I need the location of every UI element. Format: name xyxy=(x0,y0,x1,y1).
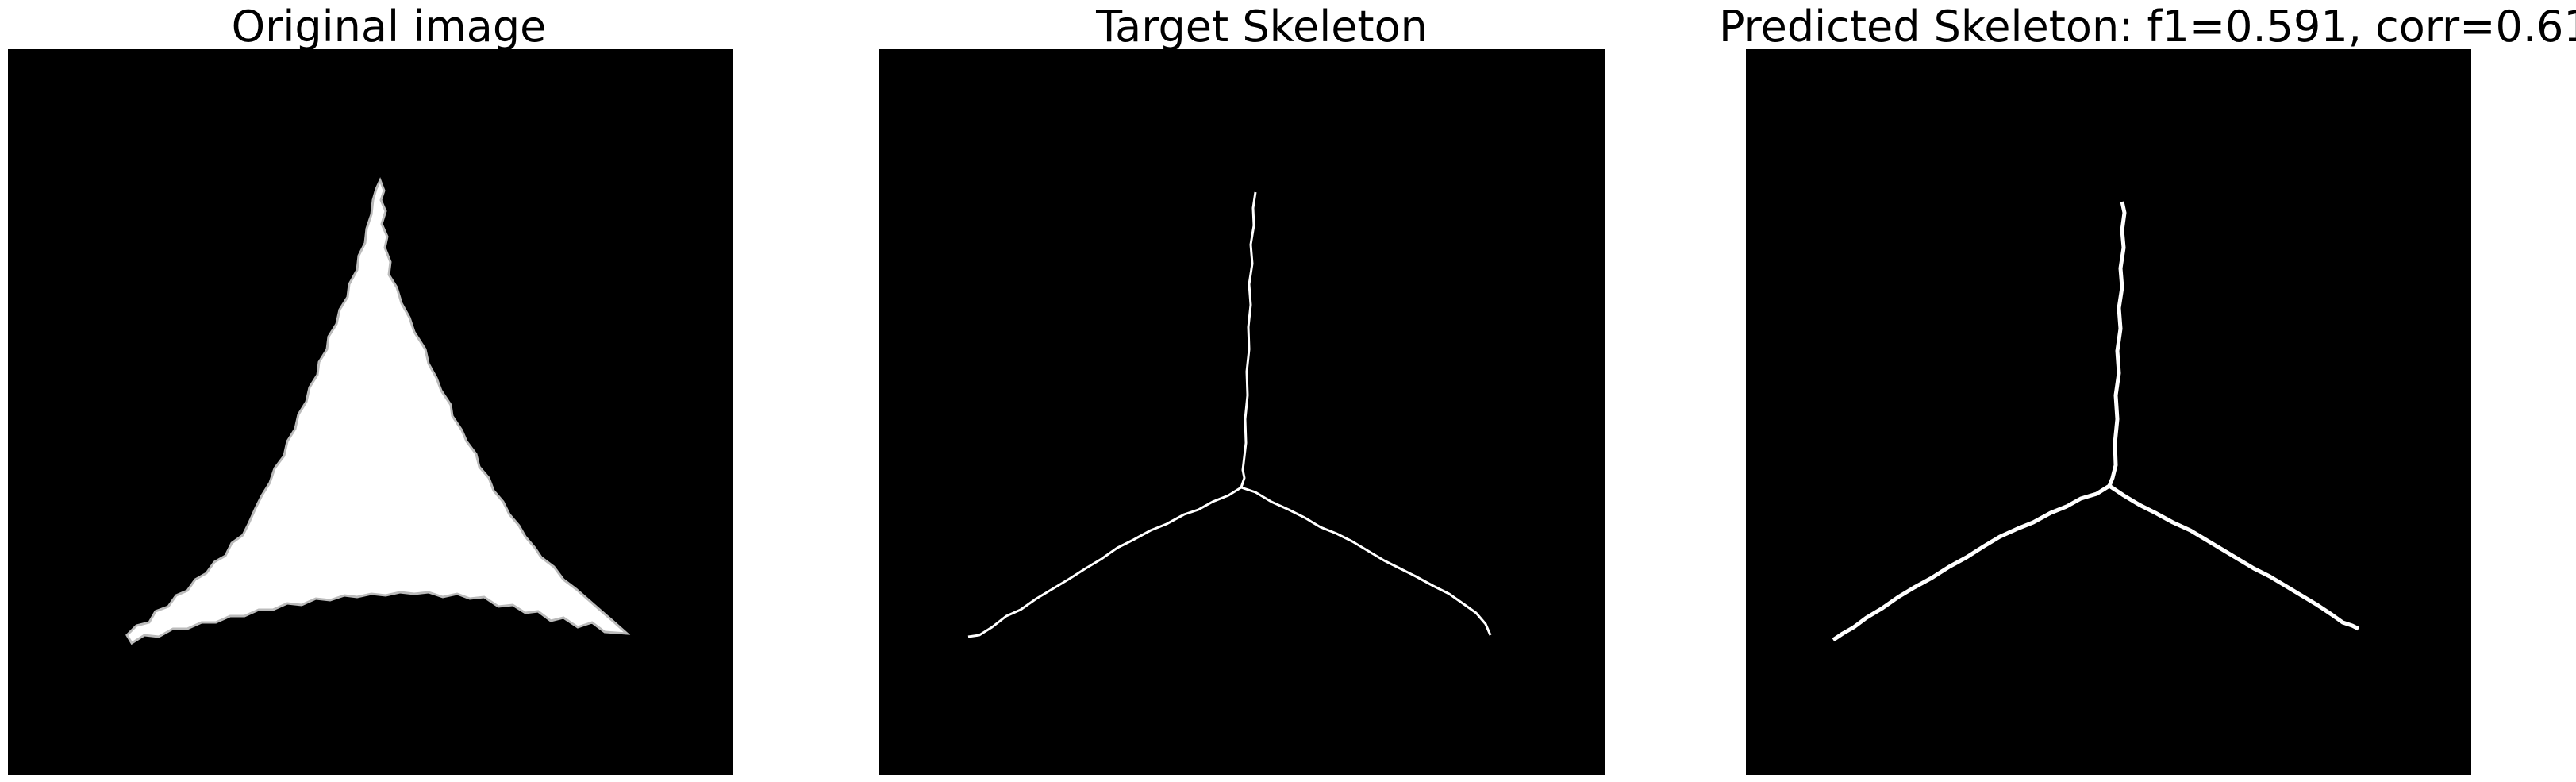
target-skeleton-canvas xyxy=(879,49,1605,775)
target-skeleton-panel: Target Skeleton xyxy=(873,0,1651,782)
predicted-skeleton-panel: Predicted Skeleton: f1=0.591, corr=0.619 xyxy=(1719,0,2576,782)
predicted-skeleton-title: Predicted Skeleton: f1=0.591, corr=0.619 xyxy=(1719,2,2576,52)
predicted-skeleton-right-branch xyxy=(2108,483,2360,631)
target-skeleton-right-branch xyxy=(1240,486,1492,636)
original-image-panel: Original image xyxy=(0,0,778,782)
predicted-skeleton-image xyxy=(1746,49,2471,775)
target-skeleton-left-branch xyxy=(967,486,1242,638)
target-skeleton-image xyxy=(879,49,1605,775)
triangle-blob-shape xyxy=(125,177,631,645)
target-skeleton-top-branch xyxy=(1240,191,1257,488)
predicted-skeleton-top-branch xyxy=(2107,201,2127,487)
predicted-skeleton-canvas xyxy=(1746,49,2471,775)
original-shape-canvas xyxy=(8,49,733,775)
target-skeleton-title: Target Skeleton xyxy=(1096,2,1428,52)
original-image xyxy=(8,49,733,775)
original-image-title: Original image xyxy=(231,2,547,52)
predicted-skeleton-left-branch xyxy=(1832,483,2111,642)
